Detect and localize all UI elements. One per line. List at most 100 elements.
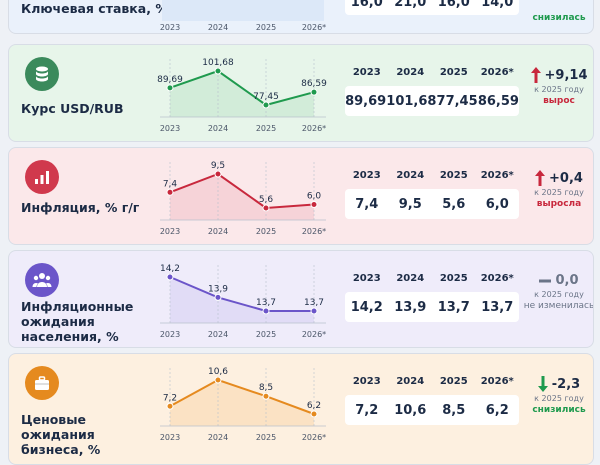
data-label: 7,4 bbox=[163, 179, 178, 189]
chart-area-fill bbox=[170, 380, 314, 426]
data-point bbox=[310, 410, 318, 418]
table-value: 14,2 bbox=[350, 299, 383, 315]
card-key-rate: Ключевая ставка, % 2023 2024 2025 2026* 16,… bbox=[8, 0, 594, 34]
business-expectations-change: -2,3 к 2025 году снизились bbox=[523, 376, 593, 415]
data-point bbox=[214, 293, 222, 301]
change-word: снизились bbox=[532, 405, 586, 415]
x-tick-label: 2025 bbox=[256, 330, 276, 339]
change-word: выросла bbox=[536, 199, 582, 209]
change-note: к 2025 году bbox=[534, 290, 584, 299]
x-tick-label: 2026* bbox=[302, 124, 326, 133]
change-word: не изменилась bbox=[523, 301, 594, 311]
change-value: 0,0 bbox=[555, 273, 579, 288]
data-label: 7,2 bbox=[163, 393, 177, 403]
x-tick-label: 2026* bbox=[302, 330, 326, 339]
change-value: +0,4 bbox=[549, 170, 583, 186]
inflation-expectations-chart: 14,2 2023 13,9 2024 13,7 2025 13,7 2026* bbox=[160, 264, 326, 339]
table-header: 2023 bbox=[352, 273, 381, 284]
data-label: 13,7 bbox=[304, 298, 324, 308]
table-value: 6,2 bbox=[485, 402, 509, 418]
x-tick-label: 2023 bbox=[160, 227, 180, 236]
data-label: 10,6 bbox=[208, 367, 228, 377]
change-value: +9,14 bbox=[544, 67, 588, 83]
table-header: 2024 bbox=[396, 273, 425, 284]
key-rate-change-word: снизилась bbox=[532, 13, 586, 23]
data-label: 6,2 bbox=[307, 401, 321, 411]
table-value: 16,0 bbox=[350, 0, 383, 10]
table-header: 2024 bbox=[396, 170, 425, 181]
data-point bbox=[310, 307, 318, 315]
x-tick-label: 2024 bbox=[208, 330, 228, 339]
data-point bbox=[262, 101, 270, 109]
table-value: 13,7 bbox=[437, 299, 470, 315]
data-label: 14,2 bbox=[160, 264, 180, 274]
data-point bbox=[166, 188, 174, 196]
x-tick-label: 2026* bbox=[302, 227, 326, 236]
x-tick-label: 2023 bbox=[160, 433, 180, 442]
table-header: 2023 bbox=[352, 376, 381, 387]
data-point bbox=[166, 402, 174, 410]
table-value: 13,9 bbox=[394, 299, 427, 315]
inflation-change: +0,4 к 2025 году выросла bbox=[523, 170, 593, 209]
x-tick-label: 2024 bbox=[208, 227, 228, 236]
inflation-expectations-table: 2023 2024 2025 2026* 14,2 13,9 13,7 13,7 bbox=[345, 273, 519, 322]
x-tick-label: 2024 bbox=[208, 23, 228, 32]
data-label: 77,45 bbox=[253, 92, 279, 102]
key-rate-chart-area bbox=[162, 0, 324, 21]
table-header: 2026* bbox=[480, 67, 514, 78]
usd-rub-table: 2023 2024 2025 2026* 89,69 101,68 77,45 86,59 bbox=[345, 67, 519, 116]
briefcase-icon bbox=[25, 366, 59, 400]
table-value: 6,0 bbox=[485, 196, 509, 212]
business-expectations-label: Ценовые ожидания бизнеса, % bbox=[21, 412, 101, 457]
x-tick-label: 2026* bbox=[302, 433, 326, 442]
key-rate-chart: 2023 2024 2025 2026* bbox=[160, 0, 326, 32]
table-header: 2026* bbox=[480, 273, 514, 284]
table-value: 16,0 bbox=[437, 0, 470, 10]
table-header: 2023 bbox=[352, 170, 381, 181]
data-label: 86,59 bbox=[301, 79, 327, 89]
inflation-expectations-label: Инфляционные ожидания населения, % bbox=[21, 299, 134, 344]
table-value: 14,0 bbox=[481, 0, 514, 10]
x-tick-label: 2023 bbox=[160, 23, 180, 32]
table-value: 86,59 bbox=[477, 93, 519, 109]
card-usd-rub: Курс USD/RUB 89,69 2023 101,68 2024 77,45 2025… bbox=[8, 44, 594, 142]
table-value: 89,69 bbox=[345, 93, 387, 109]
x-tick-label: 2023 bbox=[160, 330, 180, 339]
x-tick-label: 2024 bbox=[208, 124, 228, 133]
key-rate-label: Ключевая ставка, % bbox=[21, 1, 168, 16]
usd-rub-chart: 89,69 2023 101,68 2024 77,45 2025 86,59 2026* bbox=[157, 58, 327, 133]
data-point bbox=[166, 84, 174, 92]
data-label: 5,6 bbox=[259, 195, 274, 205]
x-tick-label: 2023 bbox=[160, 124, 180, 133]
table-header: 2025 bbox=[439, 67, 468, 78]
table-value: 21,0 bbox=[394, 0, 427, 10]
inflation-table: 2023 2024 2025 2026* 7,4 9,5 5,6 6,0 bbox=[345, 170, 519, 219]
inflation-label: Инфляция, % г/г bbox=[21, 200, 140, 215]
table-header: 2024 bbox=[396, 376, 425, 387]
series-line bbox=[169, 378, 315, 415]
table-header: 2025 bbox=[439, 376, 468, 387]
data-point bbox=[166, 273, 174, 281]
key-rate-change: снизилась bbox=[523, 13, 593, 23]
table-value: 13,7 bbox=[481, 299, 514, 315]
chart-area-fill bbox=[170, 174, 314, 220]
card-business-expectations: Ценовые ожидания бизнеса, % 7,2 2023 10,6 20… bbox=[8, 353, 594, 465]
series-line bbox=[169, 69, 315, 107]
arrow-down-icon bbox=[537, 376, 548, 392]
people-icon bbox=[25, 263, 59, 297]
chart-area-fill bbox=[170, 71, 314, 117]
table-value: 101,68 bbox=[386, 93, 437, 109]
business-expectations-table: 2023 2024 2025 2026* 7,2 10,6 8,5 6,2 bbox=[345, 376, 519, 425]
data-point bbox=[262, 392, 270, 400]
table-value: 8,5 bbox=[442, 402, 466, 418]
table-value: 77,45 bbox=[436, 93, 478, 109]
data-point bbox=[262, 204, 270, 212]
coins-icon bbox=[25, 57, 59, 91]
data-point bbox=[310, 88, 318, 96]
card-inflation: Инфляция, % г/г 7,4 2023 9,5 2024 5,6 2025 6,0 2… bbox=[8, 147, 594, 245]
data-point bbox=[262, 307, 270, 315]
data-label: 9,5 bbox=[211, 161, 225, 171]
table-header: 2024 bbox=[396, 67, 425, 78]
data-point bbox=[214, 170, 222, 178]
table-header: 2023 bbox=[352, 67, 381, 78]
